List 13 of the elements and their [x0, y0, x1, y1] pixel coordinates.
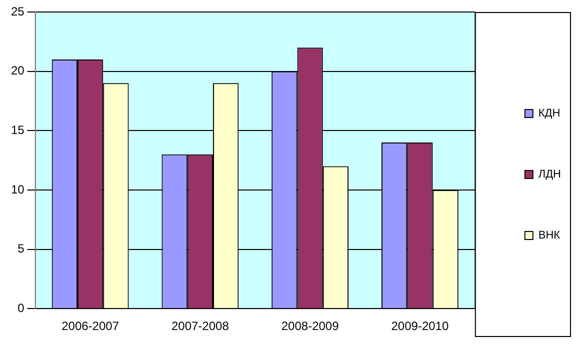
x-tick-label: 2006-2007: [62, 319, 120, 334]
legend-label: ЛДН: [538, 168, 562, 181]
x-tick-label: 2009-2010: [391, 319, 449, 334]
y-tick-label: 0: [18, 300, 25, 315]
legend-label: ВНК: [538, 230, 561, 242]
y-tick-label: 25: [10, 4, 25, 18]
x-tick-label: 2008-2009: [281, 319, 340, 334]
y-tick-label: 15: [10, 122, 25, 137]
x-tick-label: 2007-2008: [171, 319, 230, 334]
y-tick-label: 20: [10, 64, 25, 78]
y-tick-label: 5: [18, 242, 25, 256]
legend-label: КДН: [538, 108, 560, 120]
y-tick-label: 10: [10, 182, 25, 196]
